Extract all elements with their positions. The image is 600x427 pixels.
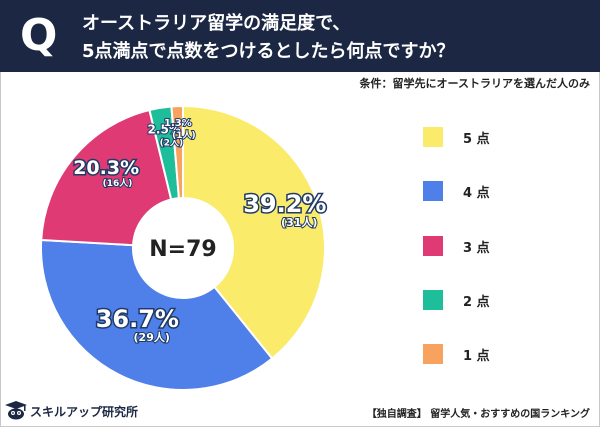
legend-label: 4 点 — [463, 186, 490, 201]
count-label-3: (16人) — [103, 177, 133, 189]
percent-label-1: 39.2% — [243, 190, 326, 218]
brand-name: スキルアップ研究所 — [30, 405, 139, 419]
slice-5 — [170, 104, 184, 200]
slice-1 — [182, 104, 326, 360]
legend-swatch — [423, 344, 443, 364]
percent-label-3: 20.3% — [73, 157, 139, 179]
source-note: 【独自調査】 留学人気・おすすめの国ランキング — [366, 409, 590, 420]
legend-label: 2 点 — [463, 295, 490, 310]
legend-swatch — [423, 236, 443, 256]
legend-label: 5 点 — [463, 132, 490, 147]
slice-2 — [40, 238, 274, 391]
legend-swatch — [423, 181, 443, 201]
count-label-5: (1人) — [172, 129, 196, 141]
count-label-1: (31人) — [281, 215, 317, 229]
q-mark: Q — [20, 10, 58, 61]
percent-label-4: 2.5% — [148, 123, 181, 137]
question-header: Q オーストラリア留学の満足度で、 5点満点で点数をつけるとしたら何点ですか？ — [0, 0, 600, 72]
legend-swatch — [423, 290, 443, 310]
count-label-2: (29人) — [134, 330, 170, 344]
question-title-line2: 5点満点で点数をつけるとしたら何点ですか？ — [82, 41, 455, 62]
legend-swatch — [423, 127, 443, 147]
slice-3 — [40, 108, 173, 247]
percent-label-5: 1.3% — [164, 118, 192, 129]
question-title-line1: オーストラリア留学の満足度で、 — [82, 13, 351, 34]
legend-label: 1 点 — [463, 349, 490, 364]
legend-label: 3 点 — [463, 241, 490, 256]
graduation-owl-icon — [5, 401, 27, 420]
percent-label-2: 36.7% — [96, 305, 179, 333]
center-label: N=79 — [149, 237, 216, 262]
count-label-4: (2人) — [160, 137, 184, 149]
survey-condition: 条件：留学先にオーストラリアを選んだ人のみ — [359, 77, 590, 90]
